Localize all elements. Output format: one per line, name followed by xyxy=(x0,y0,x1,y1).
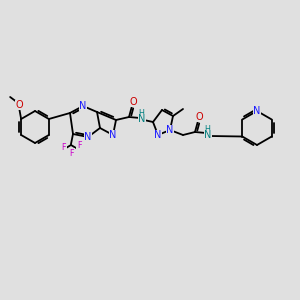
Text: F: F xyxy=(62,142,66,152)
Text: N: N xyxy=(154,130,162,140)
Text: N: N xyxy=(84,132,92,142)
Text: N: N xyxy=(166,125,174,135)
Text: N: N xyxy=(204,130,212,140)
Text: N: N xyxy=(109,130,117,140)
Text: H: H xyxy=(204,125,210,134)
Text: O: O xyxy=(129,97,137,107)
Text: H: H xyxy=(138,110,144,118)
Text: F: F xyxy=(70,148,74,158)
Text: O: O xyxy=(195,112,203,122)
Text: F: F xyxy=(77,142,81,151)
Text: O: O xyxy=(15,100,23,110)
Text: N: N xyxy=(79,101,87,111)
Text: N: N xyxy=(138,114,146,124)
Text: N: N xyxy=(253,106,261,116)
